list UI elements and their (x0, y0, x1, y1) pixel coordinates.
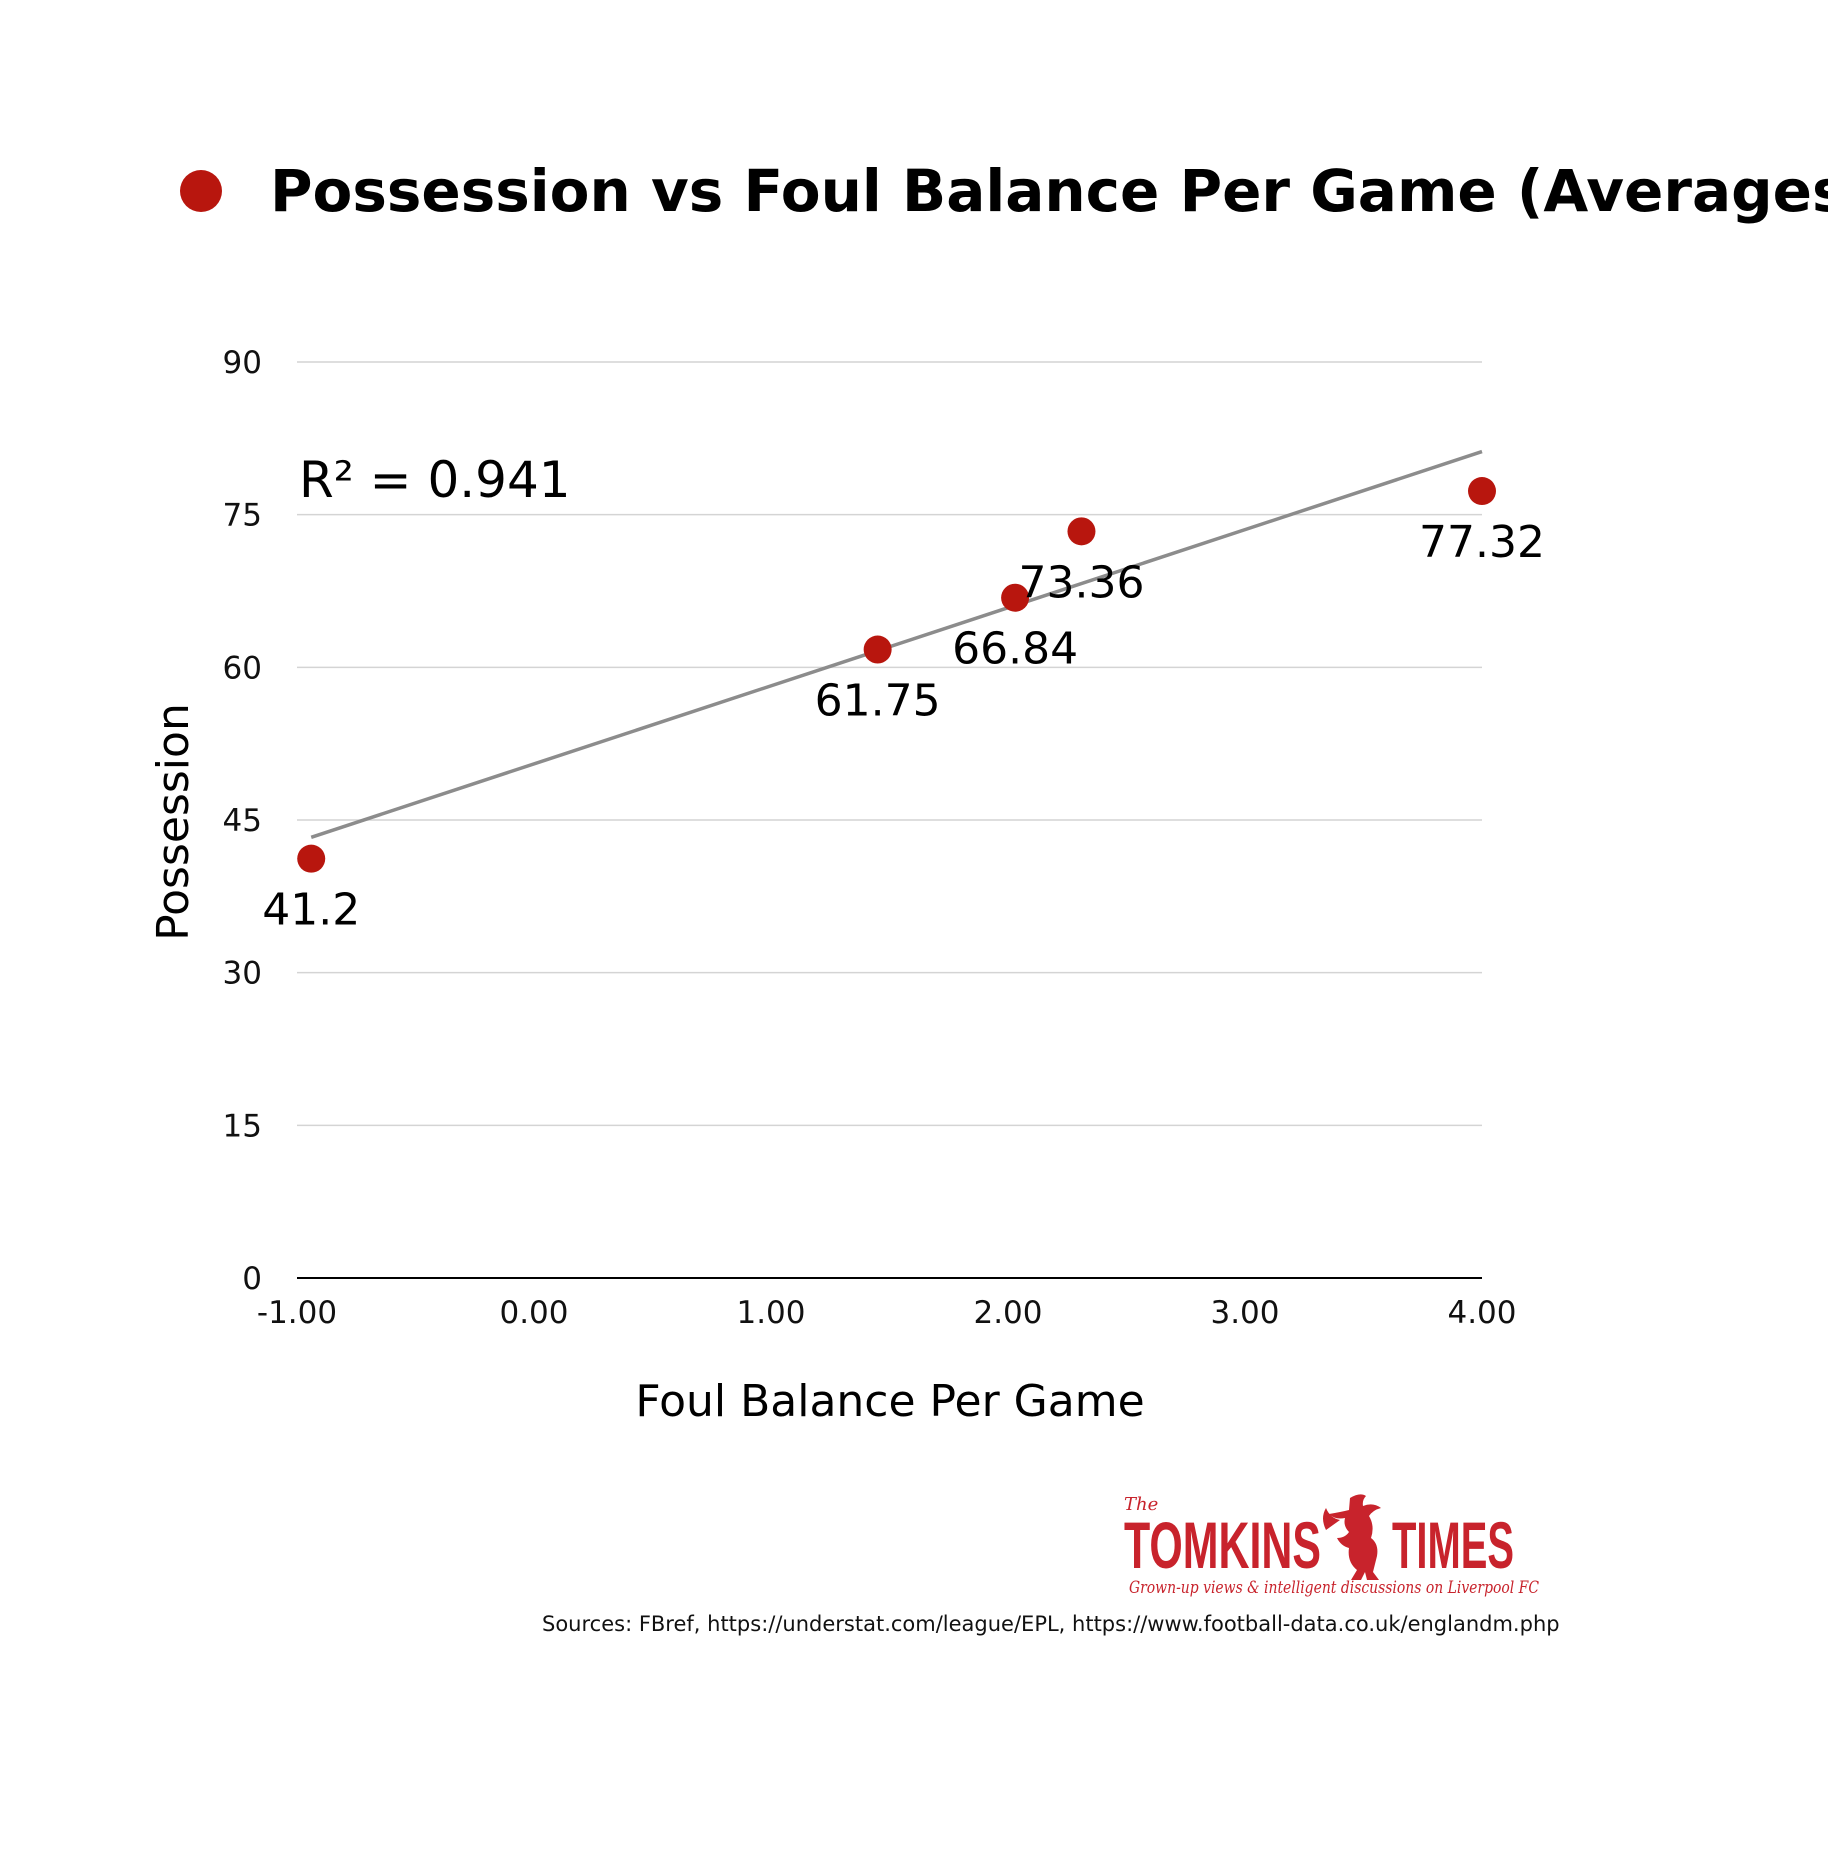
x-tick-label: 1.00 (736, 1295, 805, 1331)
y-tick-label: 90 (223, 345, 262, 381)
chart-title: Possession vs Foul Balance Per Game (Ave… (270, 157, 1828, 225)
y-tick-label: 75 (223, 498, 262, 534)
data-label: 41.2 (262, 885, 360, 936)
y-tick-label: 0 (242, 1261, 262, 1297)
x-tick-label: 2.00 (973, 1295, 1042, 1331)
logo-name-right: TIMES (1392, 1508, 1514, 1582)
legend-marker-icon (180, 170, 222, 212)
x-axis-title: Foul Balance Per Game (635, 1376, 1144, 1427)
data-label: 77.32 (1419, 517, 1545, 568)
y-tick-label: 15 (223, 1108, 262, 1144)
x-tick-label: 4.00 (1447, 1295, 1516, 1331)
data-point (1067, 517, 1096, 546)
y-tick-label: 60 (223, 650, 262, 686)
data-point (297, 844, 326, 873)
liverbird-icon (1323, 1494, 1381, 1580)
data-label: 73.36 (1018, 557, 1144, 608)
tomkins-times-logo: The TOMKINS TIMES Grown-up views & intel… (1124, 1494, 1539, 1598)
x-tick-label: 0.00 (499, 1295, 568, 1331)
logo-prefix: The (1124, 1494, 1158, 1515)
y-tick-label: 45 (223, 803, 262, 839)
data-label: 66.84 (952, 624, 1078, 675)
gridlines (297, 361, 1482, 1127)
y-axis-title: Possession (148, 703, 199, 941)
x-axis-ticks: -1.00 0.00 1.00 2.00 3.00 4.00 (257, 1295, 1517, 1331)
y-tick-label: 30 (223, 956, 262, 992)
logo-tagline: Grown-up views & intelligent discussions… (1129, 1578, 1539, 1598)
x-tick-label: 3.00 (1210, 1295, 1279, 1331)
data-point (1468, 477, 1496, 506)
data-label: 61.75 (815, 676, 941, 727)
data-points (297, 477, 1496, 873)
r-squared-label: R² = 0.941 (299, 451, 571, 509)
data-point (1001, 583, 1030, 612)
source-note: Sources: FBref, https://understat.com/le… (542, 1612, 1560, 1636)
x-tick-label: -1.00 (257, 1295, 337, 1331)
y-axis-ticks: 0 15 30 45 60 75 90 (223, 345, 262, 1297)
logo-name-left: TOMKINS (1124, 1508, 1321, 1582)
data-point (863, 635, 892, 664)
trendline (310, 449, 1483, 839)
